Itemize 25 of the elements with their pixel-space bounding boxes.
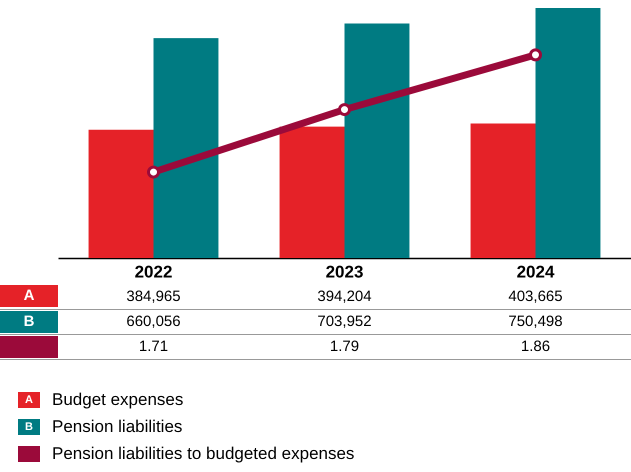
data-label: 703,952 <box>249 309 440 334</box>
x-tick-label: 2022 <box>134 262 172 282</box>
data-label: 660,056 <box>58 309 249 334</box>
text: B <box>25 420 33 432</box>
text: A <box>25 394 33 406</box>
bar <box>470 124 536 258</box>
data-label: 1.86 <box>440 334 631 359</box>
data-label: 1.71 <box>58 334 249 359</box>
bar <box>154 38 218 258</box>
bar <box>536 8 600 258</box>
bar <box>88 130 154 258</box>
data-label: 384,965 <box>58 284 249 309</box>
x-tick-label: 2023 <box>326 262 364 282</box>
legend-key-badge: A <box>0 285 58 308</box>
bar <box>280 126 344 258</box>
legend-label: Pension liabilities to budgeted expenses <box>52 444 354 464</box>
legend-label: Pension liabilities <box>52 416 182 436</box>
x-tick-label: 2024 <box>516 262 555 282</box>
data-label: 394,204 <box>249 284 440 309</box>
data-label: 403,665 <box>440 284 631 309</box>
legend-label: Budget expenses <box>52 390 184 410</box>
legend-key-badge: B <box>0 310 58 332</box>
data-label: 750,498 <box>440 309 631 334</box>
data-label: 1.79 <box>249 334 440 359</box>
bar <box>344 24 410 258</box>
